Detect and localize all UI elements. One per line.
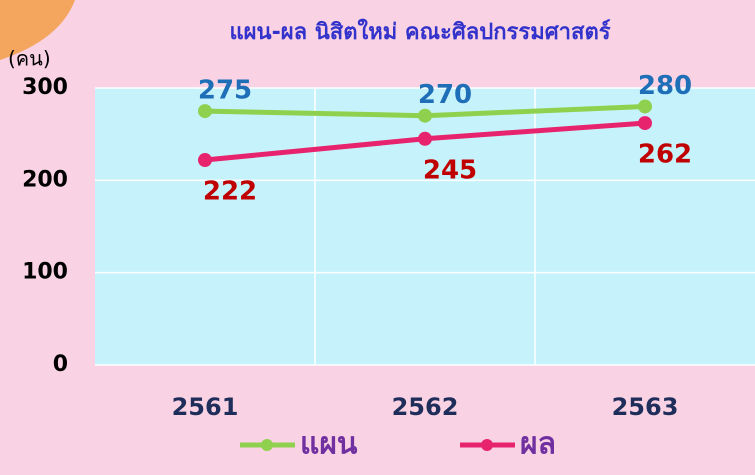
legend-marker: [261, 439, 273, 451]
data-point: [198, 153, 212, 168]
y-tick-label: 200: [22, 167, 68, 192]
y-axis-label: (คน): [8, 47, 51, 71]
data-point: [418, 131, 432, 146]
legend-label: ผล: [520, 427, 556, 462]
data-point: [198, 104, 212, 119]
decoration: [0, 0, 75, 60]
data-label: 280: [638, 71, 692, 101]
data-label: 262: [638, 140, 692, 170]
legend-marker: [481, 439, 493, 451]
data-label: 275: [198, 76, 252, 106]
chart-title: แผน-ผล นิสิตใหม่ คณะศิลปกรรมศาสตร์: [229, 18, 610, 45]
data-point: [418, 108, 432, 123]
y-tick-label: 0: [53, 352, 68, 377]
data-point: [638, 116, 652, 131]
plot-area: [95, 88, 755, 365]
x-tick-label: 2563: [612, 393, 679, 421]
data-label: 245: [423, 155, 477, 185]
y-tick-label: 300: [22, 75, 68, 100]
x-tick-label: 2562: [392, 393, 459, 421]
legend-label: แผน: [300, 427, 358, 462]
y-tick-label: 100: [22, 260, 68, 285]
data-point: [638, 99, 652, 114]
x-tick-label: 2561: [172, 393, 239, 421]
data-label: 270: [418, 80, 472, 110]
data-label: 222: [203, 177, 257, 207]
